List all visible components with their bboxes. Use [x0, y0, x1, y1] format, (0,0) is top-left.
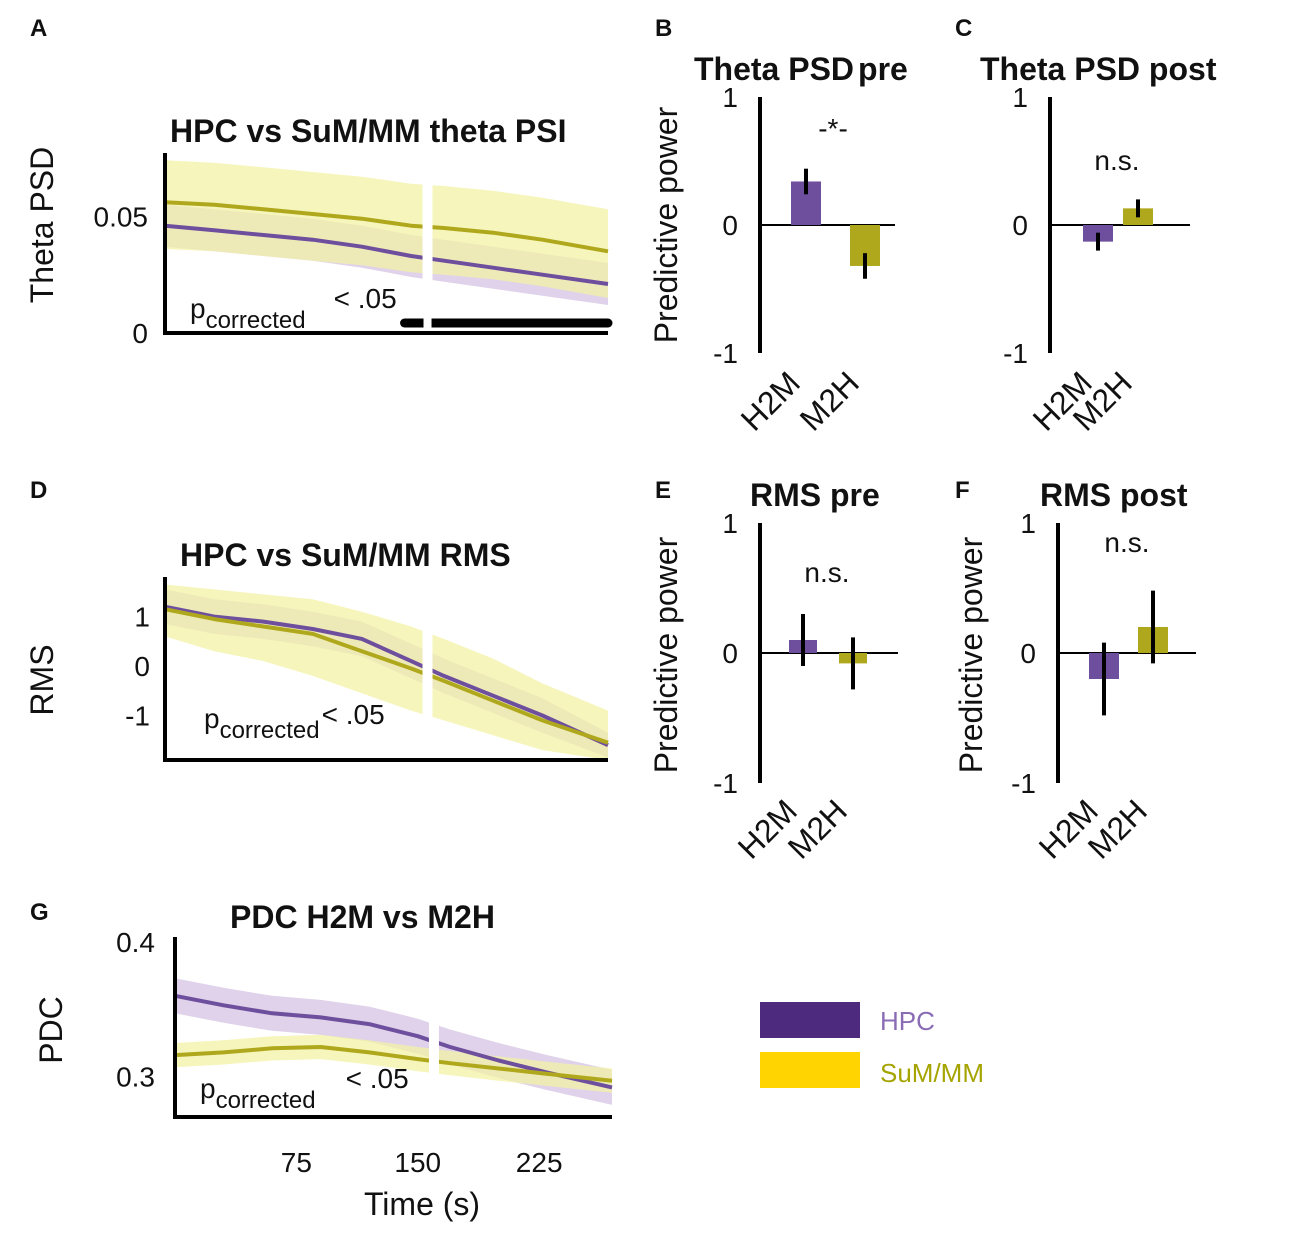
panel-e-ytick-label: 0 [722, 638, 738, 669]
panel-b-ytick-label: -1 [713, 338, 738, 369]
panel-b-chart: Theta PSD pre Predictive power -1 0 1 H2MM2H… [648, 51, 908, 438]
panel-a-ytick-label: 0.05 [94, 201, 149, 232]
panel-g-xlabel: Time (s) [364, 1186, 480, 1222]
panel-d-p-subscript: corrected [220, 717, 320, 744]
panel-g-yticks: 0.3 0.4 [116, 927, 155, 1093]
panel-a-ylabel: Theta PSD [24, 147, 60, 304]
panel-a-yticks: 00.05 [94, 201, 149, 349]
panel-a-plot [163, 152, 613, 337]
panel-a-gap [422, 152, 433, 337]
panel-e-ytick-label: -1 [713, 768, 738, 799]
panel-f-ytick-label: 1 [1020, 508, 1036, 539]
panel-e-category-label: M2H [781, 792, 854, 865]
legend-swatch-summm [760, 1052, 860, 1088]
panel-a-title: HPC vs SuM/MM theta PSI [170, 113, 567, 149]
panel-d-ytick-label: 0 [134, 651, 150, 682]
panel-a-p-subscript: corrected [206, 307, 306, 334]
panel-b-category-label: H2M [734, 364, 807, 437]
panel-g-xtick-label: 150 [394, 1147, 441, 1178]
panel-g-p-suffix: < .05 [346, 1063, 409, 1094]
panel-a-ytick-label: 0 [132, 318, 148, 349]
panel-c-ytick-label: 1 [1012, 82, 1028, 113]
legend: HPC SuM/MM [760, 1002, 984, 1088]
panel-d-ylabel: RMS [24, 644, 60, 715]
panel-a-line-hpc [164, 223, 609, 286]
panel-f-title: RMS post [1040, 477, 1188, 513]
legend-label-hpc: HPC [880, 1006, 935, 1036]
panel-letter-c: C [955, 15, 972, 42]
panel-g-line-summm [174, 1045, 613, 1083]
panel-c-ytick-label: 0 [1012, 210, 1028, 241]
panel-e-ytick-label: 1 [722, 508, 738, 539]
panel-g-significance: pcorrected < .05 [200, 1063, 409, 1114]
panel-g-chart: PDC H2M vs M2H PDC 0.3 0.4 75 150 225 pcorr… [33, 899, 613, 1222]
panel-d-line-summm [164, 607, 609, 745]
panel-a-significance-bar-gap [423, 315, 432, 331]
panel-a-chart: HPC vs SuM/MM theta PSI Theta PSD 00.05 … [24, 113, 613, 349]
panel-letter-a: A [30, 15, 47, 42]
panel-letter-f: F [955, 477, 970, 504]
panel-d-p-label: p [204, 703, 220, 734]
panel-g-ytick-label: 0.4 [116, 927, 155, 958]
panel-b-title-part1: Theta PSD [694, 51, 854, 87]
panel-e-annotation: n.s. [804, 557, 849, 588]
panel-g-p-subscript: corrected [216, 1087, 316, 1114]
panel-d-yticks: -1 0 1 [125, 602, 150, 732]
panel-f-ylabel: Predictive power [953, 536, 989, 773]
panel-g-ylabel: PDC [33, 996, 69, 1064]
panel-g-line-hpc [174, 993, 613, 1090]
panel-g-xticks: 75 150 225 [281, 1147, 563, 1178]
panel-e-ylabel: Predictive power [648, 536, 684, 773]
panel-g-xtick-label: 75 [281, 1147, 312, 1178]
panel-letter-e: E [655, 477, 671, 504]
panel-c-annotation: n.s. [1094, 145, 1139, 176]
panel-letter-b: B [655, 15, 672, 42]
panel-g-title: PDC H2M vs M2H [230, 899, 495, 935]
panel-b-category-label: M2H [793, 364, 866, 437]
panel-f-ytick-label: 0 [1020, 638, 1036, 669]
panel-d-line-hpc [164, 604, 609, 748]
panel-letter-d: D [30, 477, 47, 504]
panel-c-ytick-label: -1 [1003, 338, 1028, 369]
panel-a-line-summm [164, 200, 609, 254]
panel-e-title: RMS pre [750, 477, 880, 513]
panel-a-significance: pcorrected < .05 [190, 283, 397, 334]
panel-b-ytick-label: 0 [722, 210, 738, 241]
legend-swatch-hpc [760, 1002, 860, 1038]
panel-g-p-label: p [200, 1073, 216, 1104]
panel-d-title: HPC vs SuM/MM RMS [180, 537, 511, 573]
panel-a-band-summm [165, 160, 608, 298]
panel-d-significance: pcorrected< .05 [204, 699, 385, 744]
panel-g-ytick-label: 0.3 [116, 1062, 155, 1093]
panel-b-annotation: -*- [818, 113, 848, 144]
panel-d-plot [163, 576, 609, 764]
panel-d-gap [422, 576, 433, 764]
panel-f-category-label: M2H [1081, 792, 1154, 865]
panel-b-ytick-label: 1 [722, 82, 738, 113]
panel-d-ytick-label: 1 [134, 602, 150, 633]
panel-b-title: Theta PSD pre [694, 51, 908, 87]
panel-c-title: Theta PSD post [980, 51, 1217, 87]
panel-b-ylabel: Predictive power [648, 106, 684, 343]
panel-f-annotation: n.s. [1104, 527, 1149, 558]
panel-b-title-part2: pre [858, 51, 908, 87]
panel-g-plot [173, 936, 613, 1121]
panel-a-p-label: p [190, 293, 206, 324]
panel-d-chart: HPC vs SuM/MM RMS RMS -1 0 1 pcorrected< .… [24, 537, 609, 764]
panel-d-ytick-label: -1 [125, 701, 150, 732]
panel-g-gap [428, 936, 439, 1121]
panel-d-p-suffix: < .05 [322, 699, 385, 730]
panel-f-ytick-label: -1 [1011, 768, 1036, 799]
legend-label-summm: SuM/MM [880, 1058, 984, 1088]
panel-letter-g: G [30, 899, 49, 926]
panel-a-p-suffix: < .05 [334, 283, 397, 314]
panel-g-xtick-label: 225 [516, 1147, 563, 1178]
